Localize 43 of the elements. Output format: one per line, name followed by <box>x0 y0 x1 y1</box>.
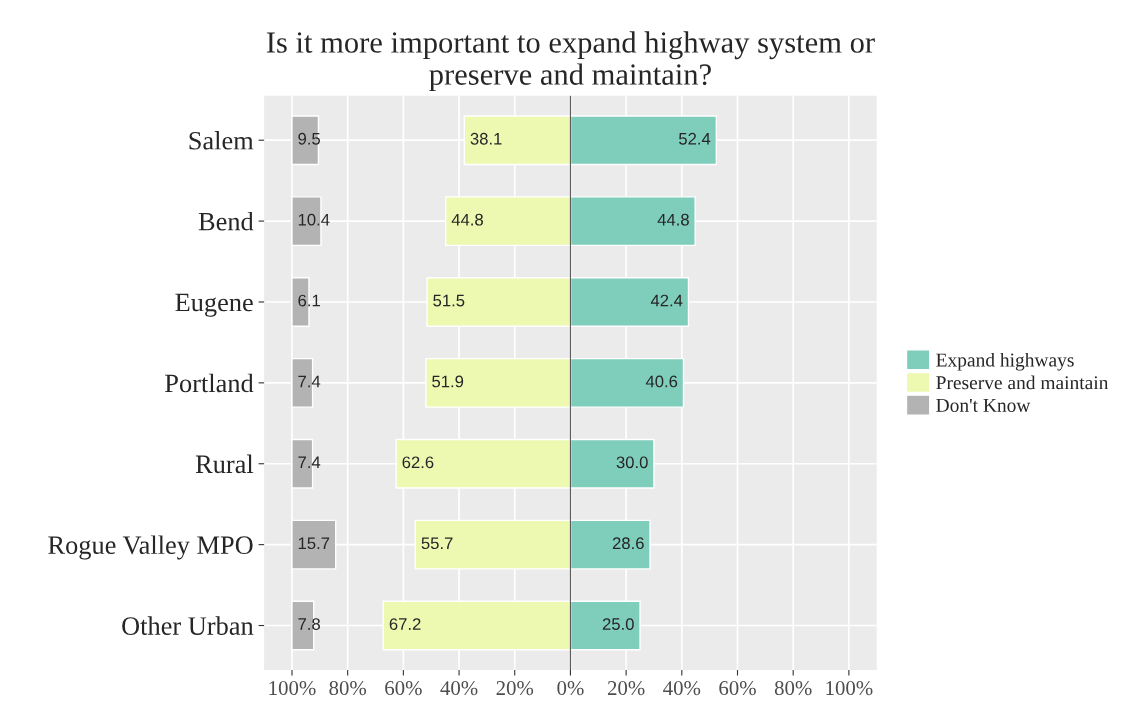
data-label: 7.8 <box>298 618 320 630</box>
data-label: 55.7 <box>421 537 453 550</box>
data-label: 52.4 <box>679 132 711 145</box>
x-tick-label: 60% <box>385 681 422 696</box>
data-label: 62.6 <box>402 456 434 469</box>
x-tick-label: 60% <box>719 681 756 696</box>
y-tick-label: Portland <box>165 373 254 393</box>
data-label: 10.4 <box>298 213 330 226</box>
data-label: 15.7 <box>298 537 330 550</box>
data-label: 67.2 <box>389 618 421 630</box>
x-tick-label: 20% <box>607 681 645 696</box>
y-tick-label: Eugene <box>175 293 253 317</box>
y-tick-label: Rural <box>195 454 254 474</box>
data-label: 25.0 <box>602 618 634 630</box>
y-tick-label: Other Urban <box>122 616 254 635</box>
x-tick-label: 20% <box>496 681 534 696</box>
data-label: 6.1 <box>298 294 320 307</box>
x-tick-label: 80% <box>774 681 812 696</box>
y-tick-label: Rogue Valley MPO <box>48 535 253 560</box>
y-tick-label: Bend <box>198 211 254 231</box>
legend-label: Don't Know <box>936 398 1031 412</box>
data-label: 9.5 <box>298 132 321 145</box>
legend-label: Preserve and maintain <box>936 375 1109 390</box>
data-label: 7.4 <box>298 456 321 469</box>
y-tick-label: Salem <box>189 131 254 150</box>
data-label: 44.8 <box>451 213 483 226</box>
x-tick-label: 100% <box>269 681 316 696</box>
data-label: 40.6 <box>645 375 678 388</box>
legend-label: Expand highways <box>936 352 1074 371</box>
x-tick-label: 0% <box>557 681 584 696</box>
x-tick-label: 40% <box>663 681 701 696</box>
x-tick-label: 100% <box>826 681 873 696</box>
data-label: 30.0 <box>616 456 648 469</box>
x-tick-label: 80% <box>329 681 367 696</box>
x-tick-label: 40% <box>440 681 478 696</box>
data-label: 42.4 <box>650 294 683 307</box>
data-label: 44.8 <box>657 213 689 226</box>
data-label: 51.5 <box>433 294 465 307</box>
data-label: 28.6 <box>612 537 644 550</box>
data-label: 51.9 <box>432 375 464 388</box>
data-label: 38.1 <box>470 132 502 145</box>
chart-title: Is it more important to expand highway system or preserve and maintain? <box>266 31 875 92</box>
data-label: 7.4 <box>298 375 321 388</box>
